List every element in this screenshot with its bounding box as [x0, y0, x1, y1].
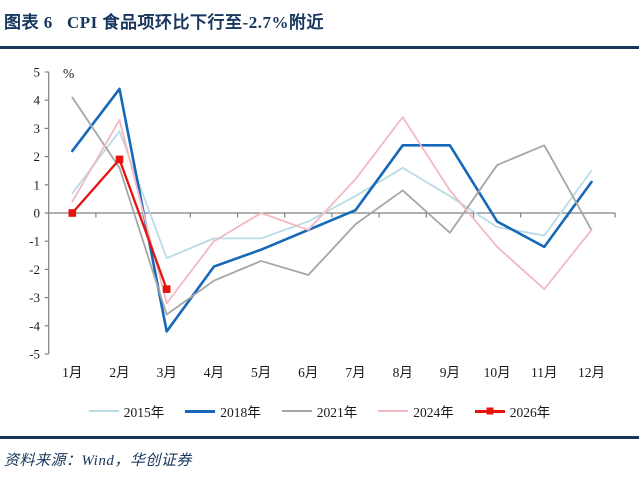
x-axis-label-10月: 10月: [484, 365, 511, 380]
marker-2026年-1月: [68, 209, 77, 217]
x-axis-label-5月: 5月: [251, 365, 271, 380]
legend-item-2024年: 2024年: [378, 401, 454, 421]
series-line-2024年: [71, 116, 593, 305]
y-axis-label: -5: [29, 347, 40, 362]
legend-item-2015年: 2015年: [88, 401, 165, 421]
legend-label: 2021年: [316, 405, 358, 420]
y-axis-label: -4: [29, 318, 40, 333]
legend-item-2021年: 2021年: [281, 401, 358, 421]
x-axis-label-11月: 11月: [531, 365, 558, 380]
legend-item-2018年: 2018年: [185, 401, 261, 421]
legend-label: 2026年: [509, 405, 551, 420]
marker-2026年-3月: [162, 285, 171, 293]
legend-line-sample: [185, 409, 216, 413]
marker-2026年-2月: [115, 155, 124, 164]
legend-line-sample: [378, 410, 409, 412]
source-text: 资料来源：Wind，华创证券: [4, 453, 192, 469]
title-rule: [0, 46, 639, 49]
y-axis-unit-label: %: [63, 66, 74, 81]
legend-label: 2024年: [413, 405, 454, 420]
y-axis-label: -2: [29, 262, 40, 277]
y-axis-label: -1: [29, 234, 40, 249]
y-axis-label: 4: [34, 93, 41, 108]
x-axis-label-6月: 6月: [298, 365, 318, 380]
legend-item-2026年: 2026年: [474, 401, 551, 421]
chart-title: 图表 6 CPI 食品项环比下行至-2.7%附近: [4, 13, 324, 32]
x-axis-label-2月: 2月: [109, 365, 129, 380]
x-axis-label-7月: 7月: [345, 365, 365, 380]
series-line-2015年: [71, 130, 593, 260]
y-axis-label: 5: [34, 65, 41, 80]
x-axis-label-1月: 1月: [62, 365, 82, 380]
footer-rule: [0, 436, 639, 439]
legend-square-marker: [486, 407, 494, 415]
series-line-2018年: [71, 87, 593, 333]
series-line-2021年: [71, 96, 593, 316]
y-axis-label: 2: [34, 149, 41, 164]
x-axis-label-9月: 9月: [440, 365, 460, 380]
legend-line-sample: [281, 410, 312, 412]
x-axis-label-12月: 12月: [578, 365, 605, 380]
y-axis-label: 0: [34, 206, 41, 221]
y-axis-label: 3: [34, 121, 41, 136]
y-axis-label: -3: [29, 290, 40, 305]
chart-legend: 2015年 2018年 2021年 2024年 2026年: [0, 401, 639, 421]
x-axis-label-8月: 8月: [393, 365, 413, 380]
legend-line-sample: [88, 410, 119, 412]
x-axis-label-4月: 4月: [204, 365, 224, 380]
y-axis-label: 1: [34, 177, 41, 192]
legend-line-sample: [474, 407, 505, 415]
x-axis-label-3月: 3月: [157, 365, 177, 380]
legend-label: 2015年: [123, 405, 165, 420]
legend-label: 2018年: [220, 405, 261, 420]
